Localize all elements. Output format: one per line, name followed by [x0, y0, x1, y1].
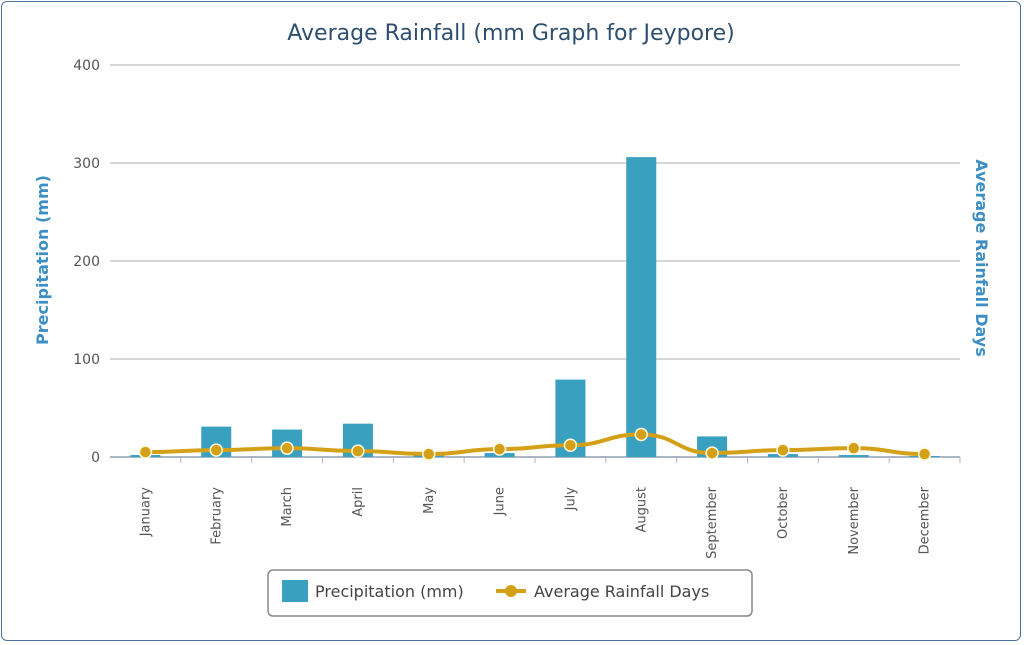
grid-lines	[110, 64, 960, 458]
precipitation-bars	[130, 157, 940, 457]
x-tick-label: October	[776, 486, 791, 539]
x-tick-label: September	[705, 486, 720, 559]
rainfall-days-point	[492, 442, 507, 456]
y-axis-title: Precipitation (mm)	[33, 175, 52, 345]
rainfall-days-point	[634, 427, 648, 442]
y-tick-label: 400	[73, 58, 100, 74]
x-axis-categories: January February March April May June July Augu…	[138, 457, 961, 559]
x-tick-label: June	[493, 487, 508, 516]
rainfall-days-point	[138, 445, 153, 459]
x-tick-label: November	[847, 486, 862, 554]
rainfall-days-point	[422, 447, 436, 461]
precipitation-bar	[838, 455, 869, 457]
rainfall-days-point	[917, 447, 932, 461]
x-tick-label: May	[422, 487, 437, 514]
x-tick-label: July	[563, 487, 578, 512]
legend-label-rainfall-days: Average Rainfall Days	[534, 582, 709, 601]
legend-marker-rainfall-days	[505, 585, 517, 597]
legend-swatch-precipitation	[282, 580, 308, 602]
chart-title: Average Rainfall (mm Graph for Jeypore)	[287, 21, 734, 46]
precipitation-bar	[626, 157, 657, 457]
rainfall-days-line	[138, 427, 932, 461]
y-tick-label: 200	[73, 254, 100, 270]
rainfall-days-point	[705, 446, 719, 460]
rainfall-days-point	[563, 438, 578, 452]
y-tick-label: 300	[73, 156, 100, 172]
x-tick-label: August	[634, 487, 649, 533]
rainfall-days-point	[847, 441, 861, 455]
x-tick-label: April	[351, 487, 366, 517]
rainfall-days-point	[351, 444, 365, 458]
rainfall-days-series-line	[145, 432, 925, 457]
x-tick-label: February	[209, 487, 224, 545]
legend: Precipitation (mm) Average Rainfall Days	[267, 569, 753, 617]
legend-label-precipitation: Precipitation (mm)	[315, 582, 464, 601]
y-tick-label: 100	[73, 352, 100, 368]
x-tick-label: January	[138, 487, 153, 538]
rainfall-days-point	[209, 443, 223, 457]
y-tick-label: 0	[91, 450, 100, 466]
y-axis-ticks: 0 100 200 300 400	[73, 58, 100, 466]
y2-axis-title: Average Rainfall Days	[972, 159, 991, 356]
x-tick-label: December	[918, 486, 933, 554]
rainfall-days-point	[776, 443, 790, 457]
x-tick-label: March	[280, 487, 295, 527]
rainfall-days-point	[280, 441, 294, 455]
